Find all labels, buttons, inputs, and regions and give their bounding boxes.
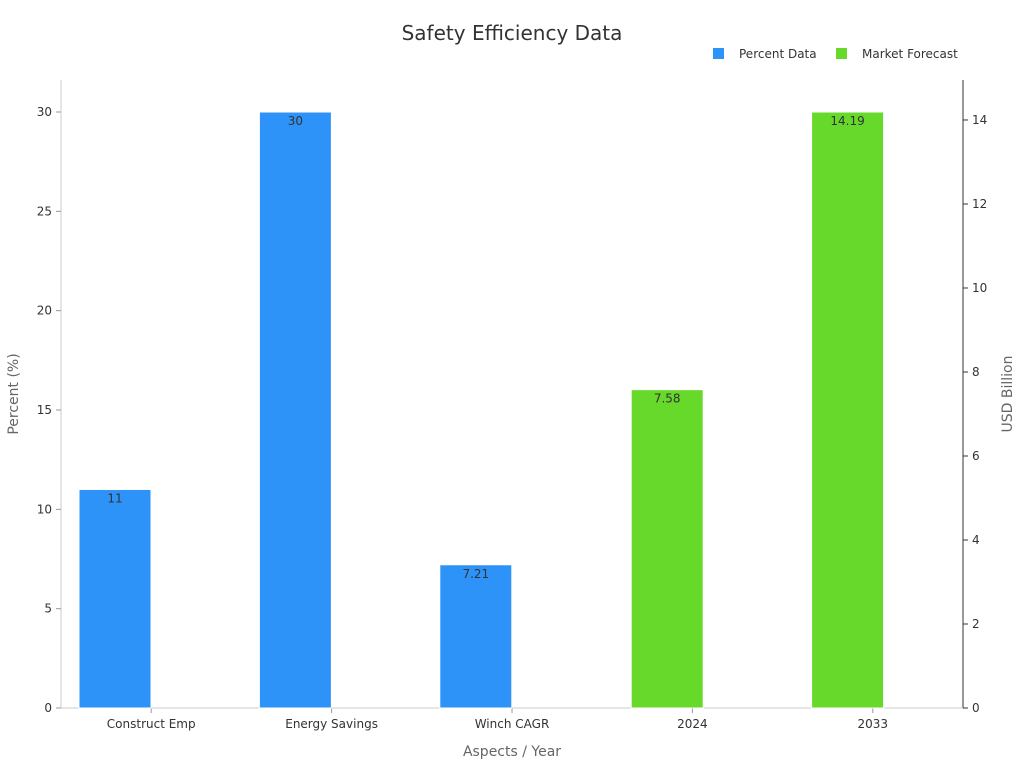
bar (811, 111, 885, 709)
bar-data-label: 14.19 (830, 114, 864, 128)
left-tick-label: 0 (44, 701, 52, 715)
left-tick-label: 20 (37, 304, 52, 318)
chart-title: Safety Efficiency Data (402, 21, 623, 45)
right-y-axis: 0 2 4 6 8 10 12 14 (962, 80, 987, 715)
bar-data-label: 11 (107, 491, 122, 505)
legend-label: Market Forecast (862, 47, 958, 61)
right-tick-label: 2 (972, 617, 980, 631)
left-tick-label: 25 (37, 204, 52, 218)
legend-label: Percent Data (739, 47, 817, 61)
right-tick-label: 10 (972, 281, 987, 295)
x-axis-label: Aspects / Year (463, 744, 561, 760)
right-tick-label: 14 (972, 113, 987, 127)
bar (439, 564, 513, 709)
bar (630, 389, 704, 709)
right-tick-label: 12 (972, 197, 987, 211)
bars: 11 30 7.21 7.58 14.19 (78, 111, 885, 709)
x-tick-label: Construct Emp (107, 717, 196, 731)
left-tick-label: 5 (44, 602, 52, 616)
legend-swatch (713, 48, 724, 59)
bar-data-label: 7.58 (654, 392, 681, 406)
left-tick-label: 30 (37, 105, 52, 119)
x-axis: Construct Emp Energy Savings Winch CAGR 202… (61, 707, 963, 731)
x-tick-label: 2024 (677, 717, 708, 731)
right-tick-label: 4 (972, 533, 980, 547)
x-tick-label: Energy Savings (285, 717, 378, 731)
legend-swatch (836, 48, 847, 59)
right-tick-label: 6 (972, 449, 980, 463)
left-tick-label: 10 (37, 502, 52, 516)
bar-data-label: 7.21 (462, 567, 489, 581)
left-tick-label: 15 (37, 403, 52, 417)
bar (78, 488, 152, 709)
left-y-axis-label: Percent (%) (6, 353, 22, 434)
bar-data-label: 30 (288, 114, 303, 128)
legend: Percent Data Market Forecast (713, 47, 958, 61)
left-y-axis: 0 5 10 15 20 25 30 (37, 80, 62, 715)
right-y-axis-label: USD Billion (1000, 356, 1016, 433)
right-tick-label: 8 (972, 365, 980, 379)
bar (258, 111, 332, 709)
right-tick-label: 0 (972, 701, 980, 715)
x-tick-label: 2033 (858, 717, 889, 731)
x-tick-label: Winch CAGR (475, 717, 550, 731)
